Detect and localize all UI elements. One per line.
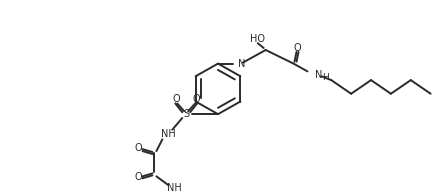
Text: NH: NH	[167, 183, 182, 193]
Text: O: O	[135, 143, 142, 153]
Text: N: N	[316, 70, 323, 80]
Text: H: H	[323, 73, 329, 82]
Text: NH: NH	[161, 129, 176, 139]
Text: O: O	[135, 172, 142, 182]
Text: O: O	[173, 94, 180, 104]
Text: HO: HO	[250, 34, 265, 44]
Text: O: O	[294, 43, 301, 53]
Text: O: O	[192, 94, 200, 104]
Text: N: N	[238, 58, 245, 69]
Text: S: S	[183, 109, 189, 119]
